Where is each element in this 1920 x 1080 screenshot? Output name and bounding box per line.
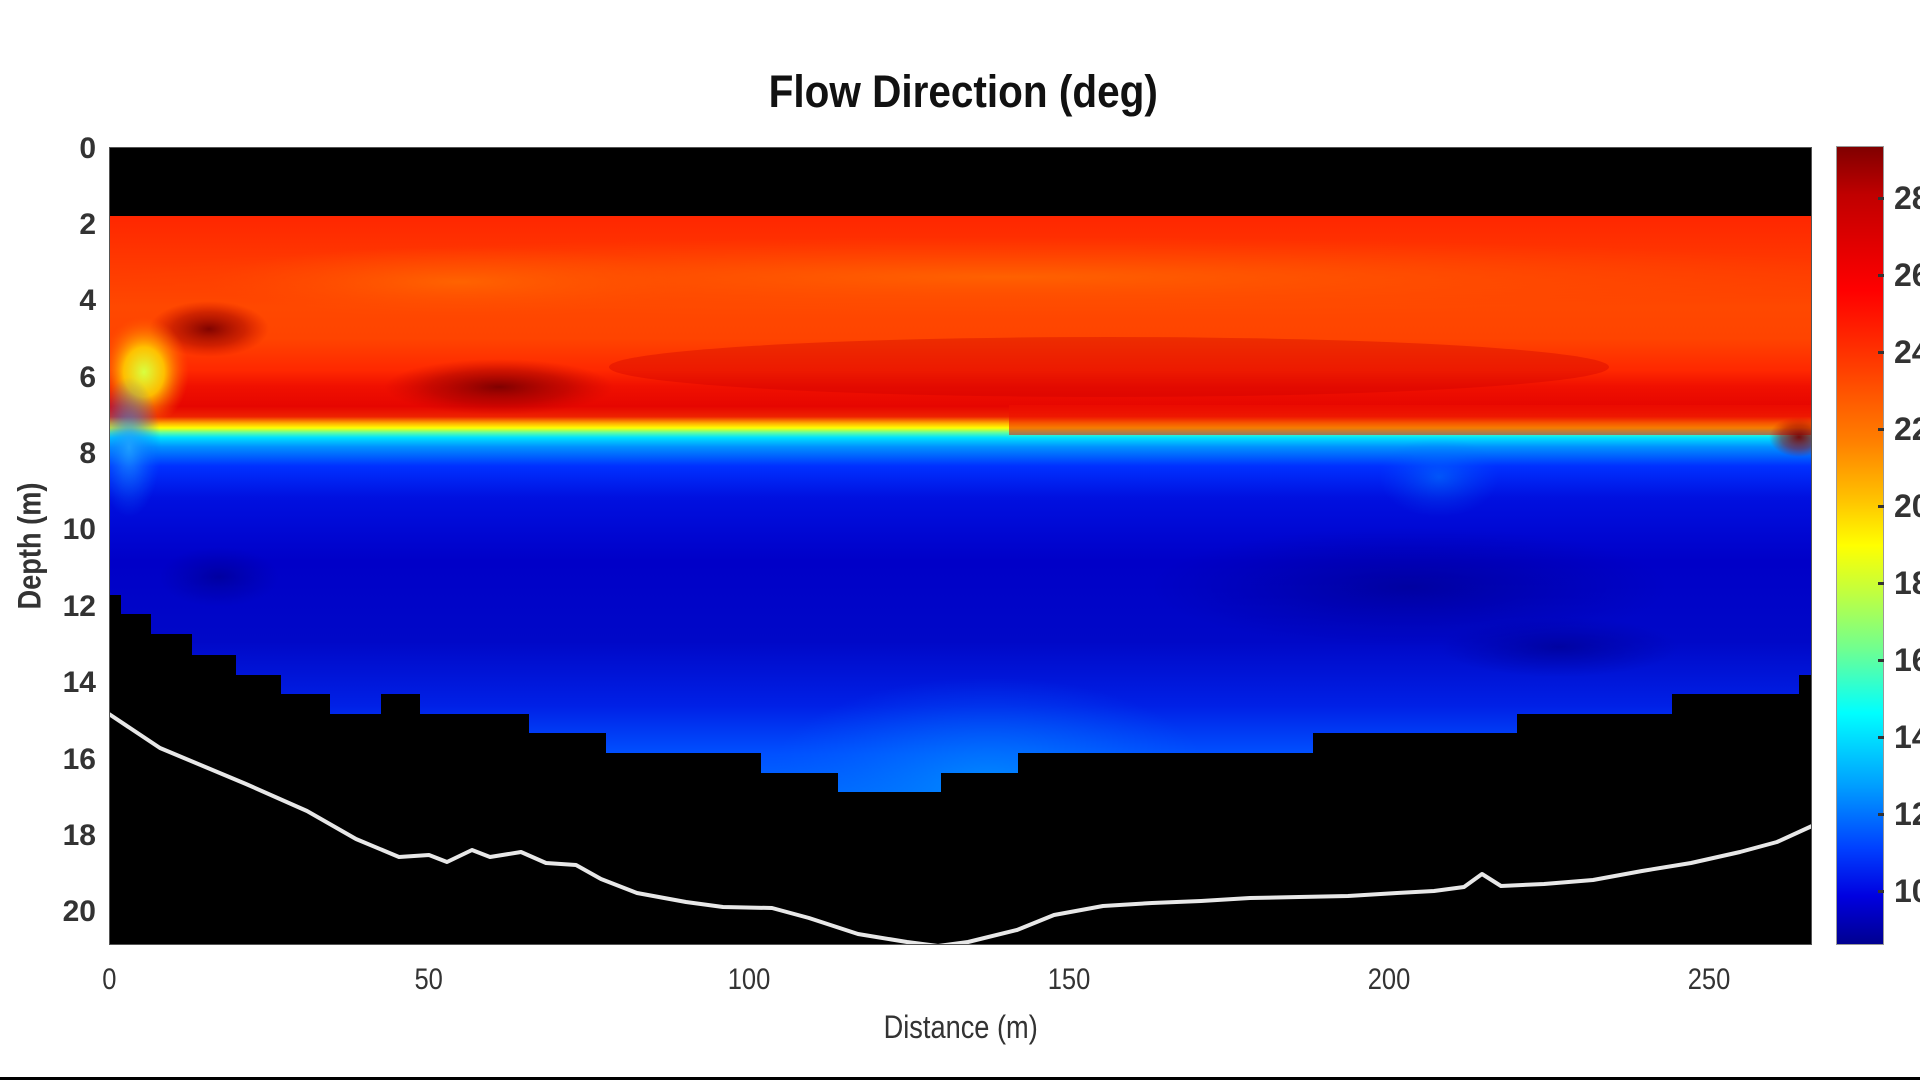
colorbar-label: 26 [1894,257,1920,293]
colorbar-label: 16 [1894,642,1920,678]
colorbar-label: 28 [1894,180,1920,216]
colorbar-label: 20 [1894,488,1920,524]
colorbar-label: 10 [1894,873,1920,909]
x-tick-label: 100 [699,963,799,997]
bed-profile-line [109,712,1812,945]
y-tick-label: 14 [62,666,96,699]
colorbar-tick [1878,505,1884,508]
x-tick-label: 50 [379,963,479,997]
colorbar-tick [1878,736,1884,739]
colorbar-tick [1878,351,1884,354]
y-tick-label: 4 [79,284,96,317]
colorbar-label: 18 [1894,565,1920,601]
colorbar-tick [1878,813,1884,816]
x-axis-label-text: Distance (m) [883,1009,1038,1045]
x-tick-label: 250 [1659,963,1759,997]
x-tick-text: 200 [1367,963,1411,996]
x-tick-text: 150 [1047,963,1091,996]
colorbar-tick [1878,582,1884,585]
x-tick-text: 100 [727,963,771,996]
bottom-border-line [0,1077,1920,1080]
x-tick-text: 0 [101,963,117,996]
x-tick-text: 250 [1687,963,1731,996]
colorbar-label: 24 [1894,334,1920,370]
colorbar-label: 22 [1894,411,1920,447]
x-tick-label: 150 [1019,963,1119,997]
y-tick-label: 16 [62,743,96,776]
colorbar [1836,146,1884,945]
no-data-surface-band [109,147,1812,216]
y-tick-label: 2 [79,208,96,241]
x-tick-label: 200 [1339,963,1439,997]
plot-area [109,147,1812,945]
colorbar-tick [1878,428,1884,431]
x-axis-label: Distance (m) [109,1009,1812,1046]
y-tick-label: 0 [79,132,96,165]
x-tick-label: 0 [59,963,159,997]
heatmap-canvas [109,147,1812,945]
y-tick-label: 10 [62,513,96,546]
y-tick-label: 6 [79,361,96,394]
y-tick-label: 12 [62,590,96,623]
colorbar-tick [1878,197,1884,200]
y-tick-label: 20 [62,895,96,928]
colorbar-tick [1878,890,1884,893]
dark-red-maximum [384,359,614,415]
colorbar-tick [1878,659,1884,662]
y-tick-label: 18 [62,819,96,852]
colorbar-tick [1878,274,1884,277]
y-axis-label-text: Depth (m) [11,482,48,610]
chart-title: Flow Direction (deg) [3,66,1920,118]
plot-frame [109,147,1812,945]
y-tick-label: 8 [79,437,96,470]
colorbar-label: 12 [1894,796,1920,832]
y-axis-label: Depth (m) [12,471,49,620]
colorbar-label: 14 [1894,719,1920,755]
chart-title-text: Flow Direction (deg) [768,66,1158,117]
x-tick-text: 50 [414,963,444,996]
